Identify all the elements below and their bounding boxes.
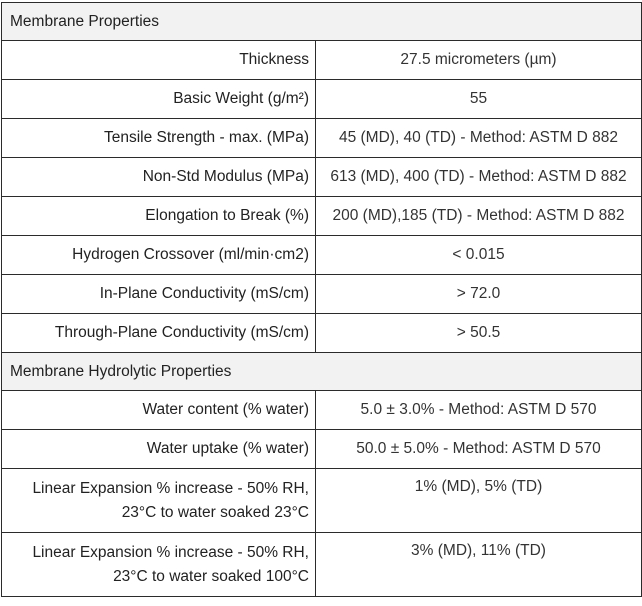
table-row: Basic Weight (g/m²) 55 (1, 79, 642, 119)
table-row: Tensile Strength - max. (MPa) 45 (MD), 4… (1, 118, 642, 158)
property-label: Water content (% water) (1, 390, 316, 430)
section-title: Membrane Properties (0, 2, 642, 41)
table-row: Linear Expansion % increase - 50% RH, 23… (1, 468, 642, 533)
section-header-hydrolytic-properties: Membrane Hydrolytic Properties (0, 352, 642, 391)
table-row: Water content (% water) 5.0 ± 3.0% - Met… (1, 390, 642, 430)
property-value: 50.0 ± 5.0% - Method: ASTM D 570 (314, 429, 642, 469)
property-value: 3% (MD), 11% (TD) (314, 532, 642, 597)
section-title: Membrane Hydrolytic Properties (0, 352, 642, 391)
property-label-line1: Linear Expansion % increase - 50% RH, (32, 479, 309, 497)
property-label: Linear Expansion % increase - 50% RH, 23… (1, 468, 316, 533)
property-value: 1% (MD), 5% (TD) (314, 468, 642, 533)
property-label: Elongation to Break (%) (1, 196, 316, 236)
table-row: Elongation to Break (%) 200 (MD),185 (TD… (1, 196, 642, 236)
property-label: Tensile Strength - max. (MPa) (1, 118, 316, 158)
property-label-line2: 23°C to water soaked 23°C (121, 503, 309, 521)
property-label-line1: Linear Expansion % increase - 50% RH, (32, 543, 309, 561)
section-header-membrane-properties: Membrane Properties (0, 2, 642, 41)
property-label: In-Plane Conductivity (mS/cm) (1, 274, 316, 314)
property-value: > 50.5 (314, 313, 642, 353)
property-label: Hydrogen Crossover (ml/min·cm2) (1, 235, 316, 275)
property-value: 200 (MD),185 (TD) - Method: ASTM D 882 (314, 196, 642, 236)
property-value: 5.0 ± 3.0% - Method: ASTM D 570 (314, 390, 642, 430)
property-value: > 72.0 (314, 274, 642, 314)
table-row: Non-Std Modulus (MPa) 613 (MD), 400 (TD)… (1, 157, 642, 197)
property-label: Linear Expansion % increase - 50% RH, 23… (1, 532, 316, 597)
property-label: Thickness (1, 40, 316, 80)
property-label: Water uptake (% water) (1, 429, 316, 469)
table-row: Water uptake (% water) 50.0 ± 5.0% - Met… (1, 429, 642, 469)
table-row: Linear Expansion % increase - 50% RH, 23… (1, 532, 642, 597)
property-label-line2: 23°C to water soaked 100°C (113, 567, 309, 585)
table-row: Thickness 27.5 micrometers (µm) (1, 40, 642, 80)
property-value: 45 (MD), 40 (TD) - Method: ASTM D 882 (314, 118, 642, 158)
property-value: 613 (MD), 400 (TD) - Method: ASTM D 882 (314, 157, 642, 197)
property-value: 27.5 micrometers (µm) (314, 40, 642, 80)
table-row: Hydrogen Crossover (ml/min·cm2) < 0.015 (1, 235, 642, 275)
table-row: In-Plane Conductivity (mS/cm) > 72.0 (1, 274, 642, 314)
table-row: Through-Plane Conductivity (mS/cm) > 50.… (1, 313, 642, 353)
property-label: Non-Std Modulus (MPa) (1, 157, 316, 197)
property-label: Basic Weight (g/m²) (1, 79, 316, 119)
property-value: 55 (314, 79, 642, 119)
property-label: Through-Plane Conductivity (mS/cm) (1, 313, 316, 353)
property-value: < 0.015 (314, 235, 642, 275)
